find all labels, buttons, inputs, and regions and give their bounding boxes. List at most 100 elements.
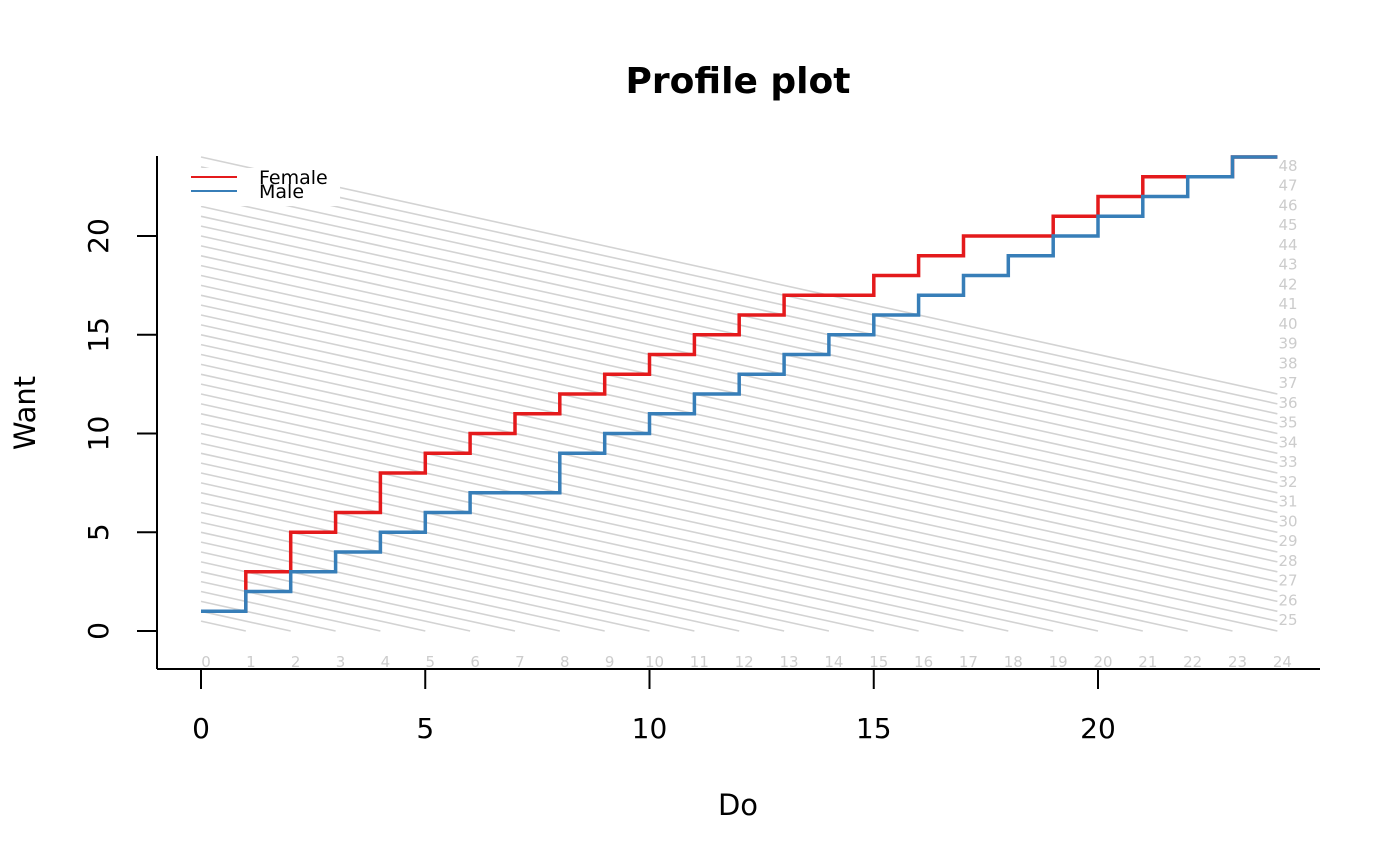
- diagonal-label: 11: [690, 653, 709, 671]
- diagonal-labels: 0 1 2 3 4 5 6 7 8 9 10 11 12 13 14 15 16 17 18 19 20 21 22 23 24…: [201, 157, 1297, 671]
- diagonal-line: [200, 166, 1278, 405]
- diagonal-label: 40: [1278, 315, 1297, 333]
- series-line-female: [201, 155, 1278, 614]
- diagonal-label: 32: [1278, 473, 1297, 491]
- diagonal-label: 5: [425, 653, 435, 671]
- y-tick-label: 0: [82, 622, 115, 640]
- diagonal-line: [200, 294, 1278, 534]
- diagonal-label: 7: [515, 653, 525, 671]
- diagonal-label: 26: [1278, 591, 1297, 609]
- legend-background: [190, 168, 340, 206]
- diagonal-line: [200, 442, 1054, 632]
- diagonal-line: [200, 492, 830, 632]
- diagonal-line: [200, 176, 1278, 415]
- diagonal-line: [200, 156, 1278, 395]
- diagonal-label: 48: [1278, 157, 1297, 175]
- diagonal-line: [200, 403, 1233, 632]
- diagonal-label: 39: [1278, 335, 1297, 353]
- diagonal-label: 21: [1138, 653, 1157, 671]
- diagonal-label: 12: [735, 653, 754, 671]
- y-tick-label: 20: [82, 218, 115, 254]
- diagonal-label: 41: [1278, 295, 1297, 313]
- diagonal-line: [200, 235, 1278, 474]
- diagonal-label: 23: [1228, 653, 1247, 671]
- legend-label-male: Male: [259, 181, 304, 203]
- diagonal-label: 30: [1278, 512, 1297, 530]
- diagonal-label: 33: [1278, 453, 1297, 471]
- diagonal-label: 4: [381, 653, 391, 671]
- diagonal-line: [200, 541, 605, 632]
- diagonal-line: [200, 610, 291, 632]
- diagonal-label: 14: [824, 653, 843, 671]
- diagonal-label: 13: [780, 653, 799, 671]
- diagonal-label: 28: [1278, 552, 1297, 570]
- diagonal-label: 10: [645, 653, 664, 671]
- diagonal-line: [200, 472, 919, 632]
- diagonal-line: [200, 551, 560, 632]
- diagonal-line: [200, 304, 1278, 543]
- diagonal-line: [200, 571, 471, 632]
- diagonal-label: 24: [1273, 653, 1292, 671]
- diagonal-line: [200, 452, 1009, 632]
- diagonal-label: 16: [914, 653, 933, 671]
- diagonal-label: 6: [470, 653, 480, 671]
- diagonal-line: [200, 284, 1278, 524]
- diagonal-line: [200, 225, 1278, 464]
- series-line-male: [201, 155, 1278, 614]
- diagonal-label: 47: [1278, 177, 1297, 195]
- diagonal-label: 46: [1278, 196, 1297, 214]
- diagonal-line: [200, 462, 964, 632]
- diagonal-line: [200, 432, 1099, 632]
- y-tick-label: 15: [82, 317, 115, 353]
- x-tick-label: 15: [856, 712, 892, 745]
- diagonal-label: 36: [1278, 394, 1297, 412]
- diagonal-label: 22: [1183, 653, 1202, 671]
- chart-title: Profile plot: [626, 61, 851, 102]
- diagonal-line: [200, 580, 426, 632]
- diagonal-label: 27: [1278, 572, 1297, 590]
- diagonal-line: [200, 185, 1278, 425]
- diagonal-line: [200, 600, 336, 632]
- diagonal-line: [200, 590, 381, 632]
- x-axis-ticks: 0 5 10 15 20: [192, 669, 1116, 745]
- x-axis-label: Do: [718, 788, 758, 822]
- diagonal-label: 37: [1278, 374, 1297, 392]
- x-tick-label: 5: [416, 712, 434, 745]
- axes: [156, 156, 1320, 670]
- diagonal-label: 42: [1278, 275, 1297, 293]
- x-tick-label: 10: [632, 712, 668, 745]
- diagonal-line: [200, 620, 246, 632]
- y-axis-ticks: 0 5 10 15 20: [82, 218, 157, 640]
- y-tick-label: 5: [82, 523, 115, 541]
- diagonal-line: [200, 531, 650, 632]
- diagonal-label: 0: [201, 653, 211, 671]
- diagonal-label: 9: [605, 653, 615, 671]
- diagonal-label: 15: [869, 653, 888, 671]
- diagonal-line: [200, 353, 1278, 593]
- diagonal-label: 43: [1278, 256, 1297, 274]
- diagonal-line: [200, 422, 1143, 632]
- diagonal-line: [200, 314, 1278, 553]
- diagonal-label: 2: [291, 653, 301, 671]
- diagonal-line: [200, 324, 1278, 563]
- diagonal-label: 38: [1278, 354, 1297, 372]
- diagonal-label: 3: [336, 653, 346, 671]
- series-lines: [201, 155, 1278, 614]
- diagonal-label: 35: [1278, 414, 1297, 432]
- y-tick-label: 10: [82, 416, 115, 452]
- x-tick-label: 0: [192, 712, 210, 745]
- diagonal-line: [200, 501, 785, 632]
- diagonal-line: [200, 413, 1188, 632]
- diagonal-line: [200, 363, 1278, 603]
- diagonal-line: [200, 521, 695, 632]
- diagonal-line: [200, 383, 1278, 622]
- diagonal-line: [200, 245, 1278, 484]
- diagonal-label: 8: [560, 653, 570, 671]
- diagonal-label: 31: [1278, 493, 1297, 511]
- diagonal-label: 34: [1278, 433, 1297, 451]
- diagonal-line: [200, 343, 1278, 583]
- diagonal-label: 45: [1278, 216, 1297, 234]
- x-tick-label: 20: [1080, 712, 1116, 745]
